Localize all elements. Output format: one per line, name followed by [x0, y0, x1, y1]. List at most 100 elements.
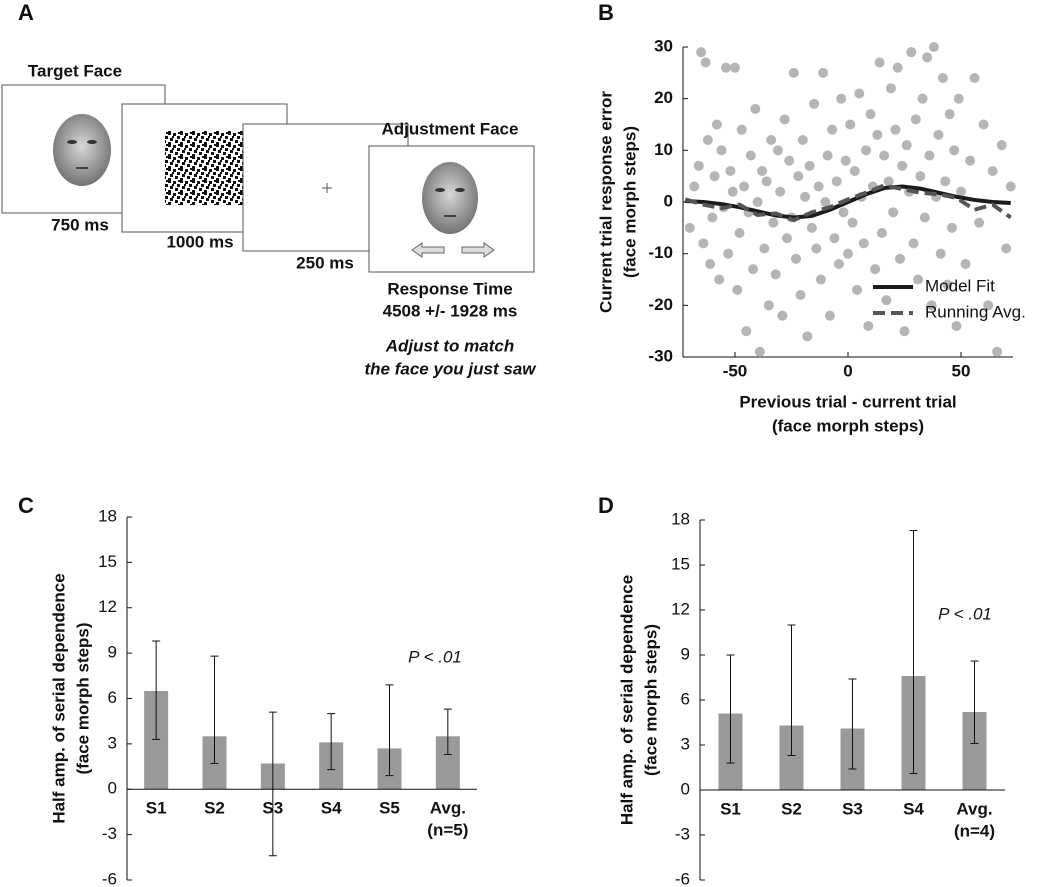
point — [953, 93, 964, 104]
point — [838, 207, 849, 218]
x-tick-label: -50 — [723, 361, 748, 380]
point — [770, 269, 781, 280]
point — [720, 62, 731, 73]
point — [811, 243, 822, 254]
y-tick-label: 15 — [671, 554, 690, 573]
annotation: P < .01 — [938, 604, 992, 623]
point — [928, 42, 939, 52]
y-tick-label: -3 — [675, 824, 690, 843]
y-tick-label: 20 — [654, 88, 673, 107]
error-bar — [787, 624, 796, 756]
y-tick-label: 12 — [98, 597, 117, 616]
point — [741, 326, 752, 337]
point — [768, 217, 779, 228]
y-axis-label: Half amp. of serial dependence — [49, 573, 68, 823]
point — [854, 88, 865, 99]
point — [716, 145, 727, 156]
x-tick-label: 50 — [952, 361, 971, 380]
point — [777, 310, 788, 321]
error-bar — [327, 713, 336, 771]
point — [960, 259, 971, 269]
point — [926, 300, 937, 311]
error-bar — [268, 711, 277, 857]
point — [818, 67, 829, 78]
x-axis-label: Previous trial - current trial — [739, 392, 956, 411]
point — [937, 73, 948, 83]
point — [820, 197, 831, 207]
frame-title: Adjustment Face — [382, 119, 519, 138]
x-tick-label: S1 — [146, 799, 167, 818]
point — [876, 228, 887, 238]
point — [779, 114, 790, 125]
point — [940, 176, 951, 187]
point — [748, 264, 759, 275]
instruction: Adjust to match — [385, 336, 514, 355]
y-tick-label: -6 — [675, 869, 690, 887]
face — [53, 114, 111, 186]
point — [725, 166, 736, 176]
x-tick-label: S3 — [262, 799, 283, 818]
point — [956, 186, 967, 197]
point — [917, 93, 928, 104]
arrow-left — [411, 242, 445, 258]
point — [883, 176, 894, 187]
point — [757, 166, 768, 176]
point — [696, 47, 707, 58]
point — [1005, 181, 1016, 192]
panel-label: B — [598, 0, 614, 25]
point — [922, 52, 933, 63]
point — [781, 233, 792, 244]
x-tick-label: Avg. — [956, 799, 992, 818]
y-tick-label: 18 — [671, 509, 690, 528]
y-tick-label: 0 — [664, 191, 673, 210]
error-bar — [210, 655, 219, 765]
point — [879, 150, 890, 161]
point — [965, 155, 976, 166]
point — [802, 331, 813, 342]
point — [831, 176, 842, 187]
point — [946, 222, 957, 233]
y-axis-label: Current trial response error — [596, 91, 615, 313]
y-tick-label: -3 — [102, 824, 117, 843]
point — [772, 145, 783, 156]
point — [974, 217, 985, 228]
x-tick-label: S5 — [379, 799, 400, 818]
face — [422, 162, 478, 234]
x-tick-label: Avg. — [430, 799, 466, 818]
point — [892, 62, 903, 73]
point — [899, 326, 910, 337]
point — [987, 166, 998, 176]
panel-label: A — [18, 0, 34, 25]
legend-label: Model Fit — [925, 276, 995, 295]
duration: 750 ms — [51, 215, 109, 234]
point — [849, 166, 860, 176]
y-tick-label: -30 — [648, 346, 673, 365]
point — [729, 62, 740, 73]
point — [684, 222, 695, 233]
point — [858, 238, 869, 249]
error-bar — [152, 640, 161, 740]
point — [815, 274, 826, 285]
point — [910, 114, 921, 125]
point — [996, 140, 1007, 151]
error-bar — [443, 708, 452, 755]
point — [901, 140, 912, 151]
point — [881, 295, 892, 306]
point — [806, 222, 817, 233]
point — [933, 129, 944, 140]
y-tick-label: 30 — [654, 36, 673, 55]
annotation: P < .01 — [408, 647, 462, 666]
point — [863, 321, 874, 331]
x-tick-label: S4 — [321, 799, 342, 818]
point — [919, 212, 930, 223]
noise-mask — [165, 131, 243, 205]
x-axis-label: (face morph steps) — [772, 416, 924, 435]
panel-label: D — [598, 493, 614, 518]
point — [761, 176, 772, 187]
point — [714, 274, 725, 285]
y-tick-label: -20 — [648, 295, 673, 314]
instruction: the face you just saw — [365, 359, 538, 378]
point — [700, 57, 711, 68]
point — [804, 160, 815, 171]
point — [711, 119, 722, 130]
